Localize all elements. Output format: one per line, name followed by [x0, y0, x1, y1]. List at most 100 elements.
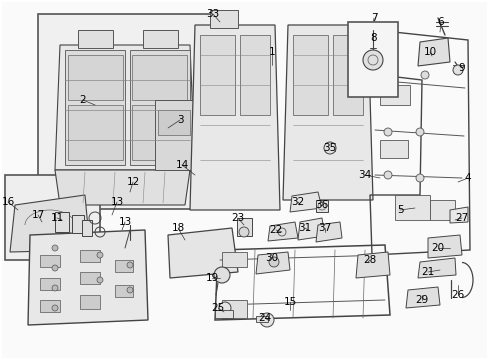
Text: 3: 3 [176, 115, 183, 125]
Bar [155, 100, 193, 170]
Bar [394, 195, 429, 220]
Circle shape [383, 128, 391, 136]
Bar [5, 175, 100, 260]
Polygon shape [10, 195, 90, 252]
Bar [222, 300, 246, 318]
Bar [209, 10, 238, 28]
Text: 35: 35 [323, 143, 336, 153]
Bar [222, 252, 246, 267]
Text: 4: 4 [464, 173, 470, 183]
Bar [80, 250, 100, 262]
Text: 17: 17 [31, 210, 44, 220]
Circle shape [260, 313, 273, 327]
Text: 22: 22 [269, 225, 282, 235]
Bar [132, 55, 186, 100]
Text: 30: 30 [265, 253, 278, 263]
Bar [80, 272, 100, 284]
Bar [72, 215, 84, 233]
Polygon shape [65, 50, 125, 165]
Text: 6: 6 [437, 17, 444, 27]
Polygon shape [297, 218, 325, 240]
Text: 21: 21 [421, 267, 434, 277]
Circle shape [324, 142, 335, 154]
Text: 8: 8 [370, 33, 377, 43]
Polygon shape [405, 287, 439, 308]
Circle shape [52, 305, 58, 311]
Circle shape [97, 277, 103, 283]
Bar [379, 85, 409, 105]
Bar [55, 212, 69, 232]
Polygon shape [55, 170, 190, 205]
Bar [82, 220, 92, 236]
Text: 36: 36 [315, 200, 328, 210]
Circle shape [415, 174, 423, 182]
Polygon shape [355, 252, 389, 278]
Circle shape [415, 128, 423, 136]
Bar [115, 285, 133, 297]
Bar [115, 260, 133, 272]
Bar [68, 55, 123, 100]
Text: 32: 32 [291, 197, 304, 207]
Bar [315, 200, 327, 212]
Circle shape [127, 287, 133, 293]
Text: 12: 12 [126, 177, 140, 187]
Text: 14: 14 [175, 160, 188, 170]
Polygon shape [267, 222, 297, 241]
Text: 15: 15 [283, 297, 296, 307]
Bar [237, 218, 251, 236]
Bar [325, 143, 334, 151]
Text: 2: 2 [80, 95, 86, 105]
Text: 9: 9 [458, 63, 465, 73]
Text: 25: 25 [211, 303, 224, 313]
Text: 24: 24 [258, 313, 271, 323]
Polygon shape [28, 230, 148, 325]
Circle shape [52, 285, 58, 291]
Text: 28: 28 [363, 255, 376, 265]
Bar [80, 295, 100, 309]
Text: 27: 27 [454, 213, 468, 223]
Bar [132, 105, 186, 160]
Circle shape [268, 257, 279, 267]
Bar [240, 35, 269, 115]
Polygon shape [417, 258, 455, 278]
Bar [78, 30, 113, 48]
Circle shape [52, 245, 58, 251]
Polygon shape [427, 235, 461, 258]
Text: 16: 16 [1, 197, 15, 207]
Text: 31: 31 [298, 223, 311, 233]
Bar [379, 140, 407, 158]
Bar [40, 300, 60, 312]
Text: 13: 13 [118, 217, 131, 227]
Bar [429, 200, 454, 220]
Polygon shape [417, 38, 449, 66]
Circle shape [214, 267, 229, 283]
Text: 7: 7 [370, 13, 377, 23]
Text: 29: 29 [414, 295, 428, 305]
Text: 18: 18 [171, 223, 184, 233]
Circle shape [385, 71, 393, 79]
Bar [292, 35, 327, 115]
Circle shape [127, 262, 133, 268]
Circle shape [383, 171, 391, 179]
Text: 33: 33 [206, 9, 219, 19]
Text: 11: 11 [50, 213, 63, 223]
Circle shape [362, 50, 382, 70]
Text: 19: 19 [205, 273, 218, 283]
Bar [38, 14, 227, 209]
Circle shape [219, 302, 230, 314]
Bar [347, 22, 397, 97]
Bar [158, 110, 190, 135]
Polygon shape [168, 228, 238, 278]
Text: 23: 23 [231, 213, 244, 223]
Circle shape [97, 252, 103, 258]
Bar [68, 105, 123, 160]
Text: 5: 5 [396, 205, 403, 215]
Circle shape [420, 71, 428, 79]
Polygon shape [55, 45, 195, 170]
Bar [40, 255, 60, 267]
Bar [332, 35, 362, 115]
Polygon shape [315, 222, 341, 242]
Circle shape [52, 265, 58, 271]
Bar [200, 35, 235, 115]
Circle shape [239, 227, 248, 237]
